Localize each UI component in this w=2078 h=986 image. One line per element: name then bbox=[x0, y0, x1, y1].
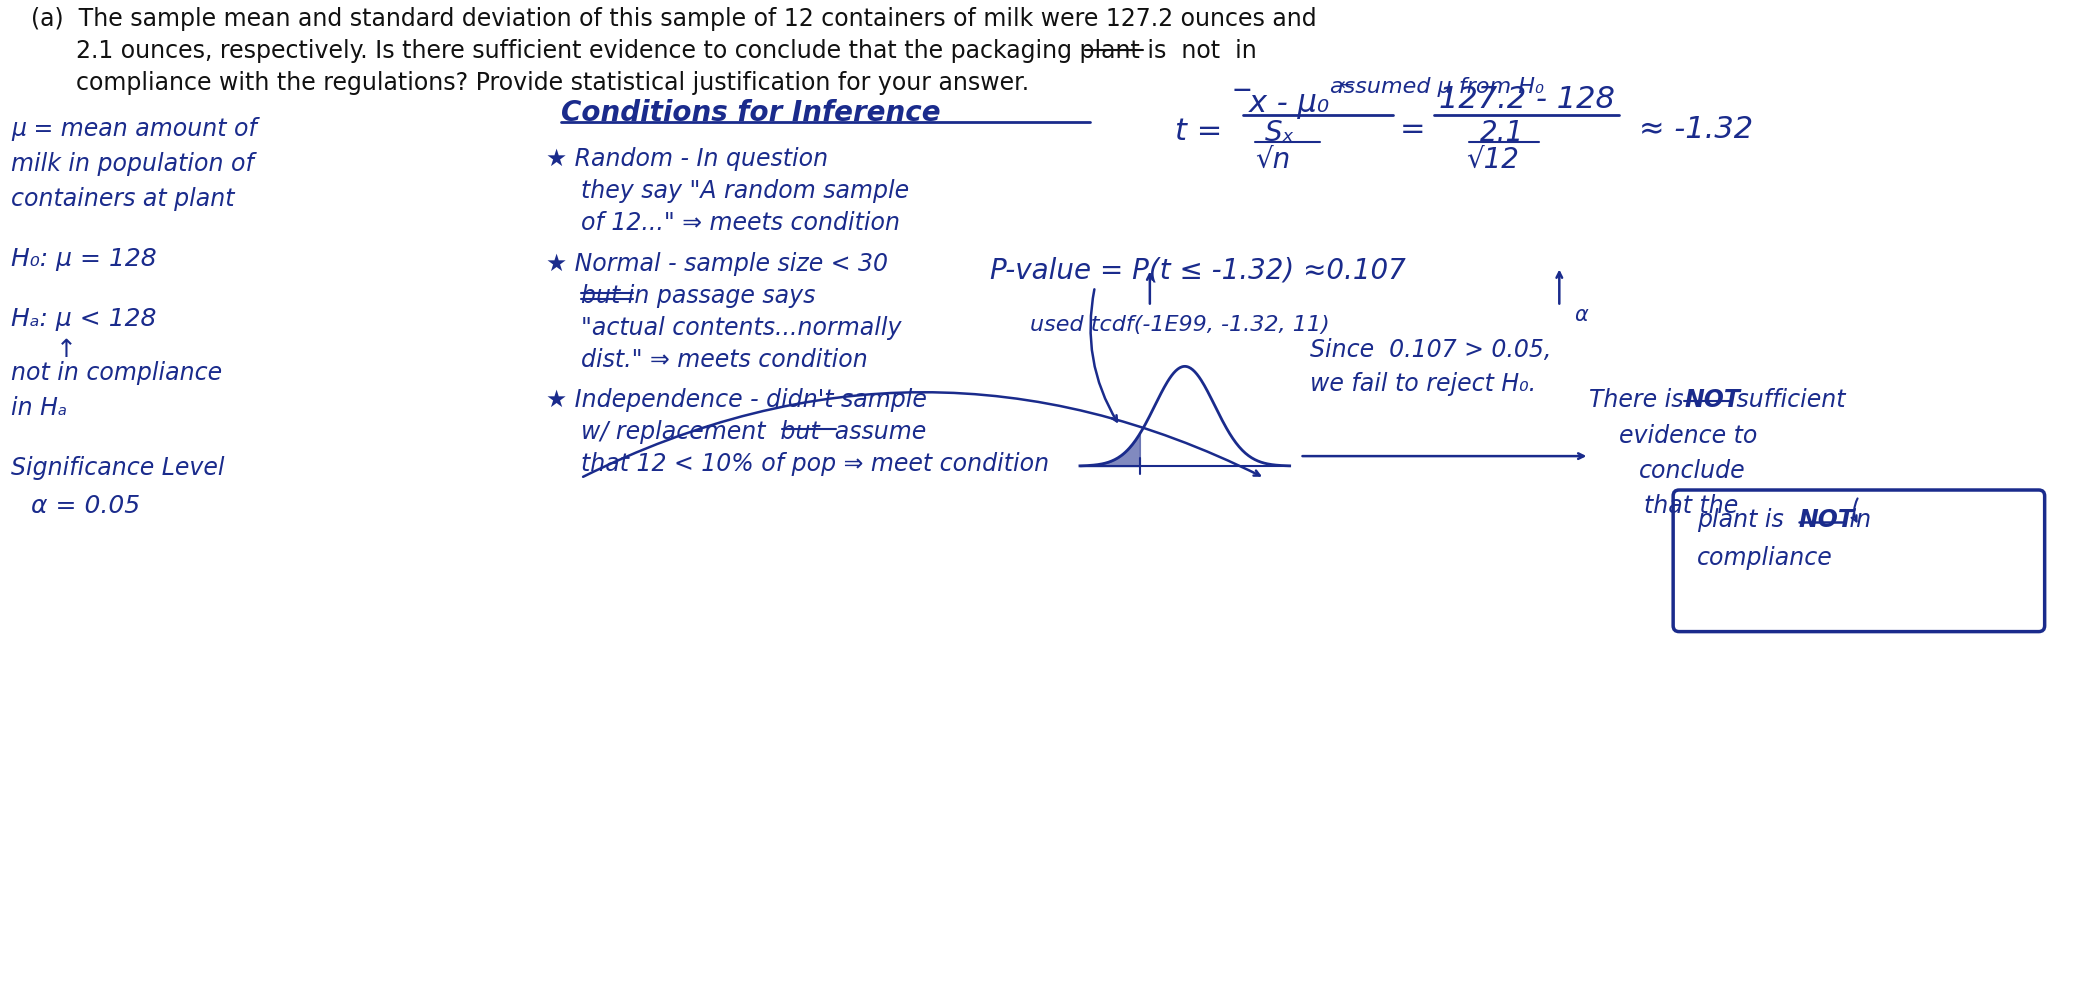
Text: Since  0.107 > 0.05,: Since 0.107 > 0.05, bbox=[1309, 338, 1550, 363]
Text: Hₐ: μ < 128: Hₐ: μ < 128 bbox=[10, 307, 156, 330]
Text: ≈ -1.32: ≈ -1.32 bbox=[1640, 115, 1754, 144]
Text: assumed μ from H₀: assumed μ from H₀ bbox=[1330, 77, 1544, 98]
Text: 2.1 ounces, respectively. Is there sufficient evidence to conclude that the pack: 2.1 ounces, respectively. Is there suffi… bbox=[31, 39, 1257, 63]
Text: t =: t = bbox=[1174, 117, 1222, 146]
Text: ★ Independence - didn't sample: ★ Independence - didn't sample bbox=[547, 388, 927, 412]
Text: they say "A random sample: they say "A random sample bbox=[580, 178, 908, 203]
Text: plant is: plant is bbox=[1698, 508, 1791, 532]
Text: "actual contents...normally: "actual contents...normally bbox=[580, 317, 902, 340]
Text: NOT: NOT bbox=[1683, 388, 1739, 412]
Text: but in passage says: but in passage says bbox=[580, 284, 815, 308]
FancyBboxPatch shape bbox=[1673, 490, 2045, 632]
Text: compliance with the regulations? Provide statistical justification for your answ: compliance with the regulations? Provide… bbox=[31, 71, 1029, 96]
Text: we fail to reject H₀.: we fail to reject H₀. bbox=[1309, 373, 1536, 396]
Text: α: α bbox=[1575, 305, 1588, 324]
Text: in Hₐ: in Hₐ bbox=[10, 396, 66, 420]
Text: √12: √12 bbox=[1467, 146, 1519, 174]
Text: Sₓ: Sₓ bbox=[1266, 119, 1295, 147]
Text: √n: √n bbox=[1255, 146, 1290, 174]
Text: sufficient: sufficient bbox=[1729, 388, 1845, 412]
Text: milk in population of: milk in population of bbox=[10, 152, 254, 176]
Text: 127.2 - 128: 127.2 - 128 bbox=[1440, 85, 1615, 114]
Text: in: in bbox=[1841, 508, 1870, 532]
Text: ★ Normal - sample size < 30: ★ Normal - sample size < 30 bbox=[547, 251, 887, 276]
Text: Conditions for Inference: Conditions for Inference bbox=[561, 100, 939, 127]
Text: P-value = P(t ≤ -1.32) ≈0.107: P-value = P(t ≤ -1.32) ≈0.107 bbox=[989, 256, 1407, 285]
Text: ★ Random - In question: ★ Random - In question bbox=[547, 147, 827, 171]
Text: There is: There is bbox=[1590, 388, 1691, 412]
Text: α = 0.05: α = 0.05 bbox=[31, 494, 141, 518]
Text: containers at plant: containers at plant bbox=[10, 187, 235, 211]
Text: not in compliance: not in compliance bbox=[10, 362, 222, 386]
Text: conclude: conclude bbox=[1640, 459, 1746, 483]
Text: μ = mean amount of: μ = mean amount of bbox=[10, 117, 258, 141]
Text: H₀: μ = 128: H₀: μ = 128 bbox=[10, 246, 158, 271]
Text: 2.1: 2.1 bbox=[1480, 119, 1523, 147]
Text: Significance Level: Significance Level bbox=[10, 457, 224, 480]
Text: of 12..." ⇒ meets condition: of 12..." ⇒ meets condition bbox=[580, 211, 900, 235]
Text: that 12 < 10% of pop ⇒ meet condition: that 12 < 10% of pop ⇒ meet condition bbox=[580, 453, 1049, 476]
Text: w/ replacement  but  assume: w/ replacement but assume bbox=[580, 420, 927, 445]
Text: ←: ← bbox=[1340, 77, 1353, 96]
Text: ↑: ↑ bbox=[56, 338, 77, 363]
Text: NOT: NOT bbox=[1800, 508, 1856, 532]
Text: (a)  The sample mean and standard deviation of this sample of 12 containers of m: (a) The sample mean and standard deviati… bbox=[31, 7, 1317, 32]
Text: evidence to: evidence to bbox=[1619, 424, 1758, 449]
Text: that the: that the bbox=[1644, 494, 1739, 518]
Text: used tcdf(-1E99, -1.32, 11): used tcdf(-1E99, -1.32, 11) bbox=[1031, 315, 1330, 334]
Text: dist." ⇒ meets condition: dist." ⇒ meets condition bbox=[580, 348, 867, 373]
Text: compliance: compliance bbox=[1698, 546, 1833, 570]
Text: =: = bbox=[1398, 115, 1426, 144]
Text: ̅x - μ₀: ̅x - μ₀ bbox=[1249, 89, 1330, 119]
